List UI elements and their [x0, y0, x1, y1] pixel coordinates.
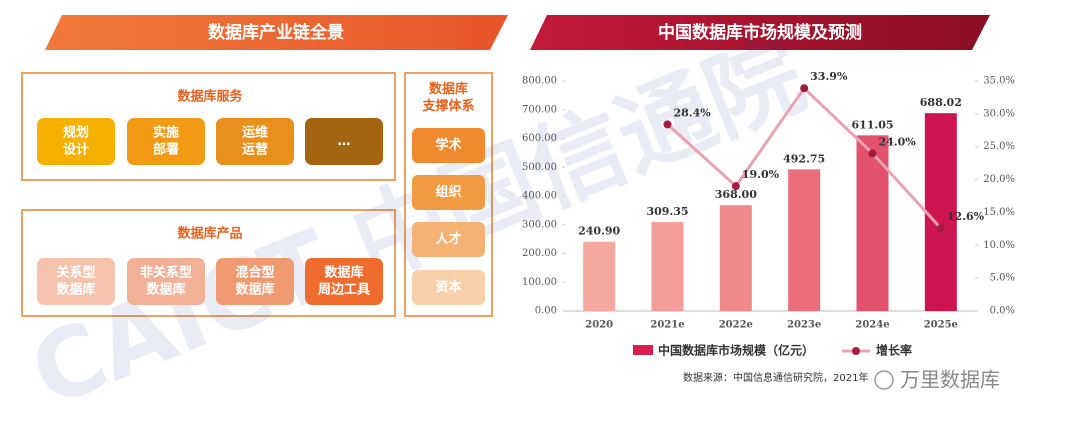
support-title: 支撑体系: [421, 98, 474, 114]
growth-marker: [868, 149, 877, 158]
y2-tick-label: 35.0%: [983, 76, 1015, 87]
y-tick-label: 300.00: [522, 219, 557, 230]
bar-label: 368.00: [715, 188, 757, 201]
legend-label: 增长率: [876, 343, 912, 358]
x-tick-label: 2022e: [719, 320, 753, 331]
products-item-label: 周边工具: [318, 283, 370, 298]
growth-label: 19.0%: [742, 168, 780, 181]
support-item-label: 学术: [435, 137, 461, 153]
services-item: [216, 118, 294, 165]
y-tick-label: 800.00: [522, 76, 557, 87]
bar-label: 688.02: [920, 96, 962, 109]
bar: [856, 135, 889, 311]
growth-marker: [663, 120, 672, 129]
support-item: [412, 222, 485, 257]
bar: [719, 205, 752, 311]
growth-label: 24.0%: [879, 135, 917, 148]
growth-marker: [800, 84, 809, 93]
y-tick-label: 600.00: [522, 133, 557, 144]
growth-label: 33.9%: [810, 70, 848, 83]
services-item-label: 实施: [153, 125, 179, 141]
y-tick-label: 400.00: [522, 191, 557, 202]
bar-label: 611.05: [851, 118, 893, 131]
bar-label: 309.35: [646, 205, 688, 218]
services-item-label: 运维: [242, 125, 268, 141]
growth-marker: [731, 182, 740, 191]
brand-icon: [874, 370, 894, 390]
left-banner: [45, 15, 508, 50]
products-item-label: 数据库: [146, 282, 185, 298]
x-tick-label: 2025e: [924, 320, 958, 331]
services-title: 数据库服务: [177, 89, 243, 105]
services-item: [305, 118, 383, 165]
growth-label: 12.6%: [947, 210, 985, 223]
support-item: [412, 175, 485, 210]
x-tick-label: 2020: [585, 320, 613, 331]
bar-label: 240.90: [578, 225, 620, 238]
support-title: 数据库: [429, 81, 468, 97]
products-item: [216, 258, 294, 305]
chart-title: 中国数据库市场规模及预测: [658, 22, 862, 43]
products-title: 数据库产品: [177, 226, 242, 242]
support-item-label: 组织: [435, 184, 461, 200]
support-box: [404, 72, 493, 317]
services-item-label: …: [338, 134, 351, 149]
products-item-label: 非关系型: [140, 265, 192, 281]
bar: [788, 169, 821, 311]
products-item-label: 混合型: [235, 265, 274, 281]
products-item: [127, 258, 205, 305]
y2-tick-label: 30.0%: [983, 108, 1015, 119]
source: 数据来源：中国信息通信研究院，2021年: [683, 371, 868, 384]
products-item-label: 数据库: [235, 282, 274, 298]
bar: [924, 113, 957, 312]
products-item-label: 关系型: [56, 265, 95, 281]
products-item-label: 数据库: [56, 282, 95, 298]
left-title: 数据库产业链全景: [208, 22, 344, 43]
brand: 万里数据库: [900, 368, 1000, 392]
services-item-label: 运营: [242, 142, 268, 158]
y2-tick-label: 15.0%: [983, 207, 1015, 218]
growth-label: 28.4%: [674, 106, 712, 119]
y-tick-label: 500.00: [522, 162, 557, 173]
support-item-label: 资本: [435, 279, 461, 295]
services-item-label: 部署: [153, 142, 179, 158]
y-tick-label: 0.00: [535, 306, 557, 317]
x-tick-label: 2021e: [650, 320, 684, 331]
y-tick-label: 200.00: [522, 248, 557, 259]
x-tick-label: 2024e: [855, 320, 889, 331]
products-item-label: 数据库: [324, 265, 363, 281]
legend-swatch: [633, 345, 653, 355]
y-tick-label: 100.00: [522, 277, 557, 288]
services-item-label: 规划: [63, 125, 89, 141]
services-box: [21, 72, 396, 181]
products-item: [37, 258, 115, 305]
services-item-label: 设计: [63, 142, 89, 158]
legend-label: 中国数据库市场规模（亿元）: [658, 343, 814, 358]
y-tick-label: 700.00: [522, 104, 557, 115]
legend-marker: [852, 347, 860, 355]
products-box: [21, 209, 396, 317]
support-item: [412, 270, 485, 305]
bar: [651, 222, 684, 311]
y2-tick-label: 25.0%: [983, 141, 1015, 152]
growth-marker: [936, 224, 945, 233]
y2-tick-label: 10.0%: [983, 240, 1015, 251]
support-item: [412, 128, 485, 163]
bar-label: 492.75: [783, 152, 825, 165]
products-item: [305, 258, 383, 305]
bar: [583, 241, 616, 311]
x-tick-label: 2023e: [787, 320, 821, 331]
services-item: [37, 118, 115, 165]
y2-tick-label: 0.0%: [990, 306, 1015, 317]
right-banner: [530, 15, 990, 50]
y2-tick-label: 5.0%: [990, 273, 1015, 284]
services-item: [127, 118, 205, 165]
support-item-label: 人才: [435, 231, 461, 247]
y2-tick-label: 20.0%: [983, 174, 1015, 185]
